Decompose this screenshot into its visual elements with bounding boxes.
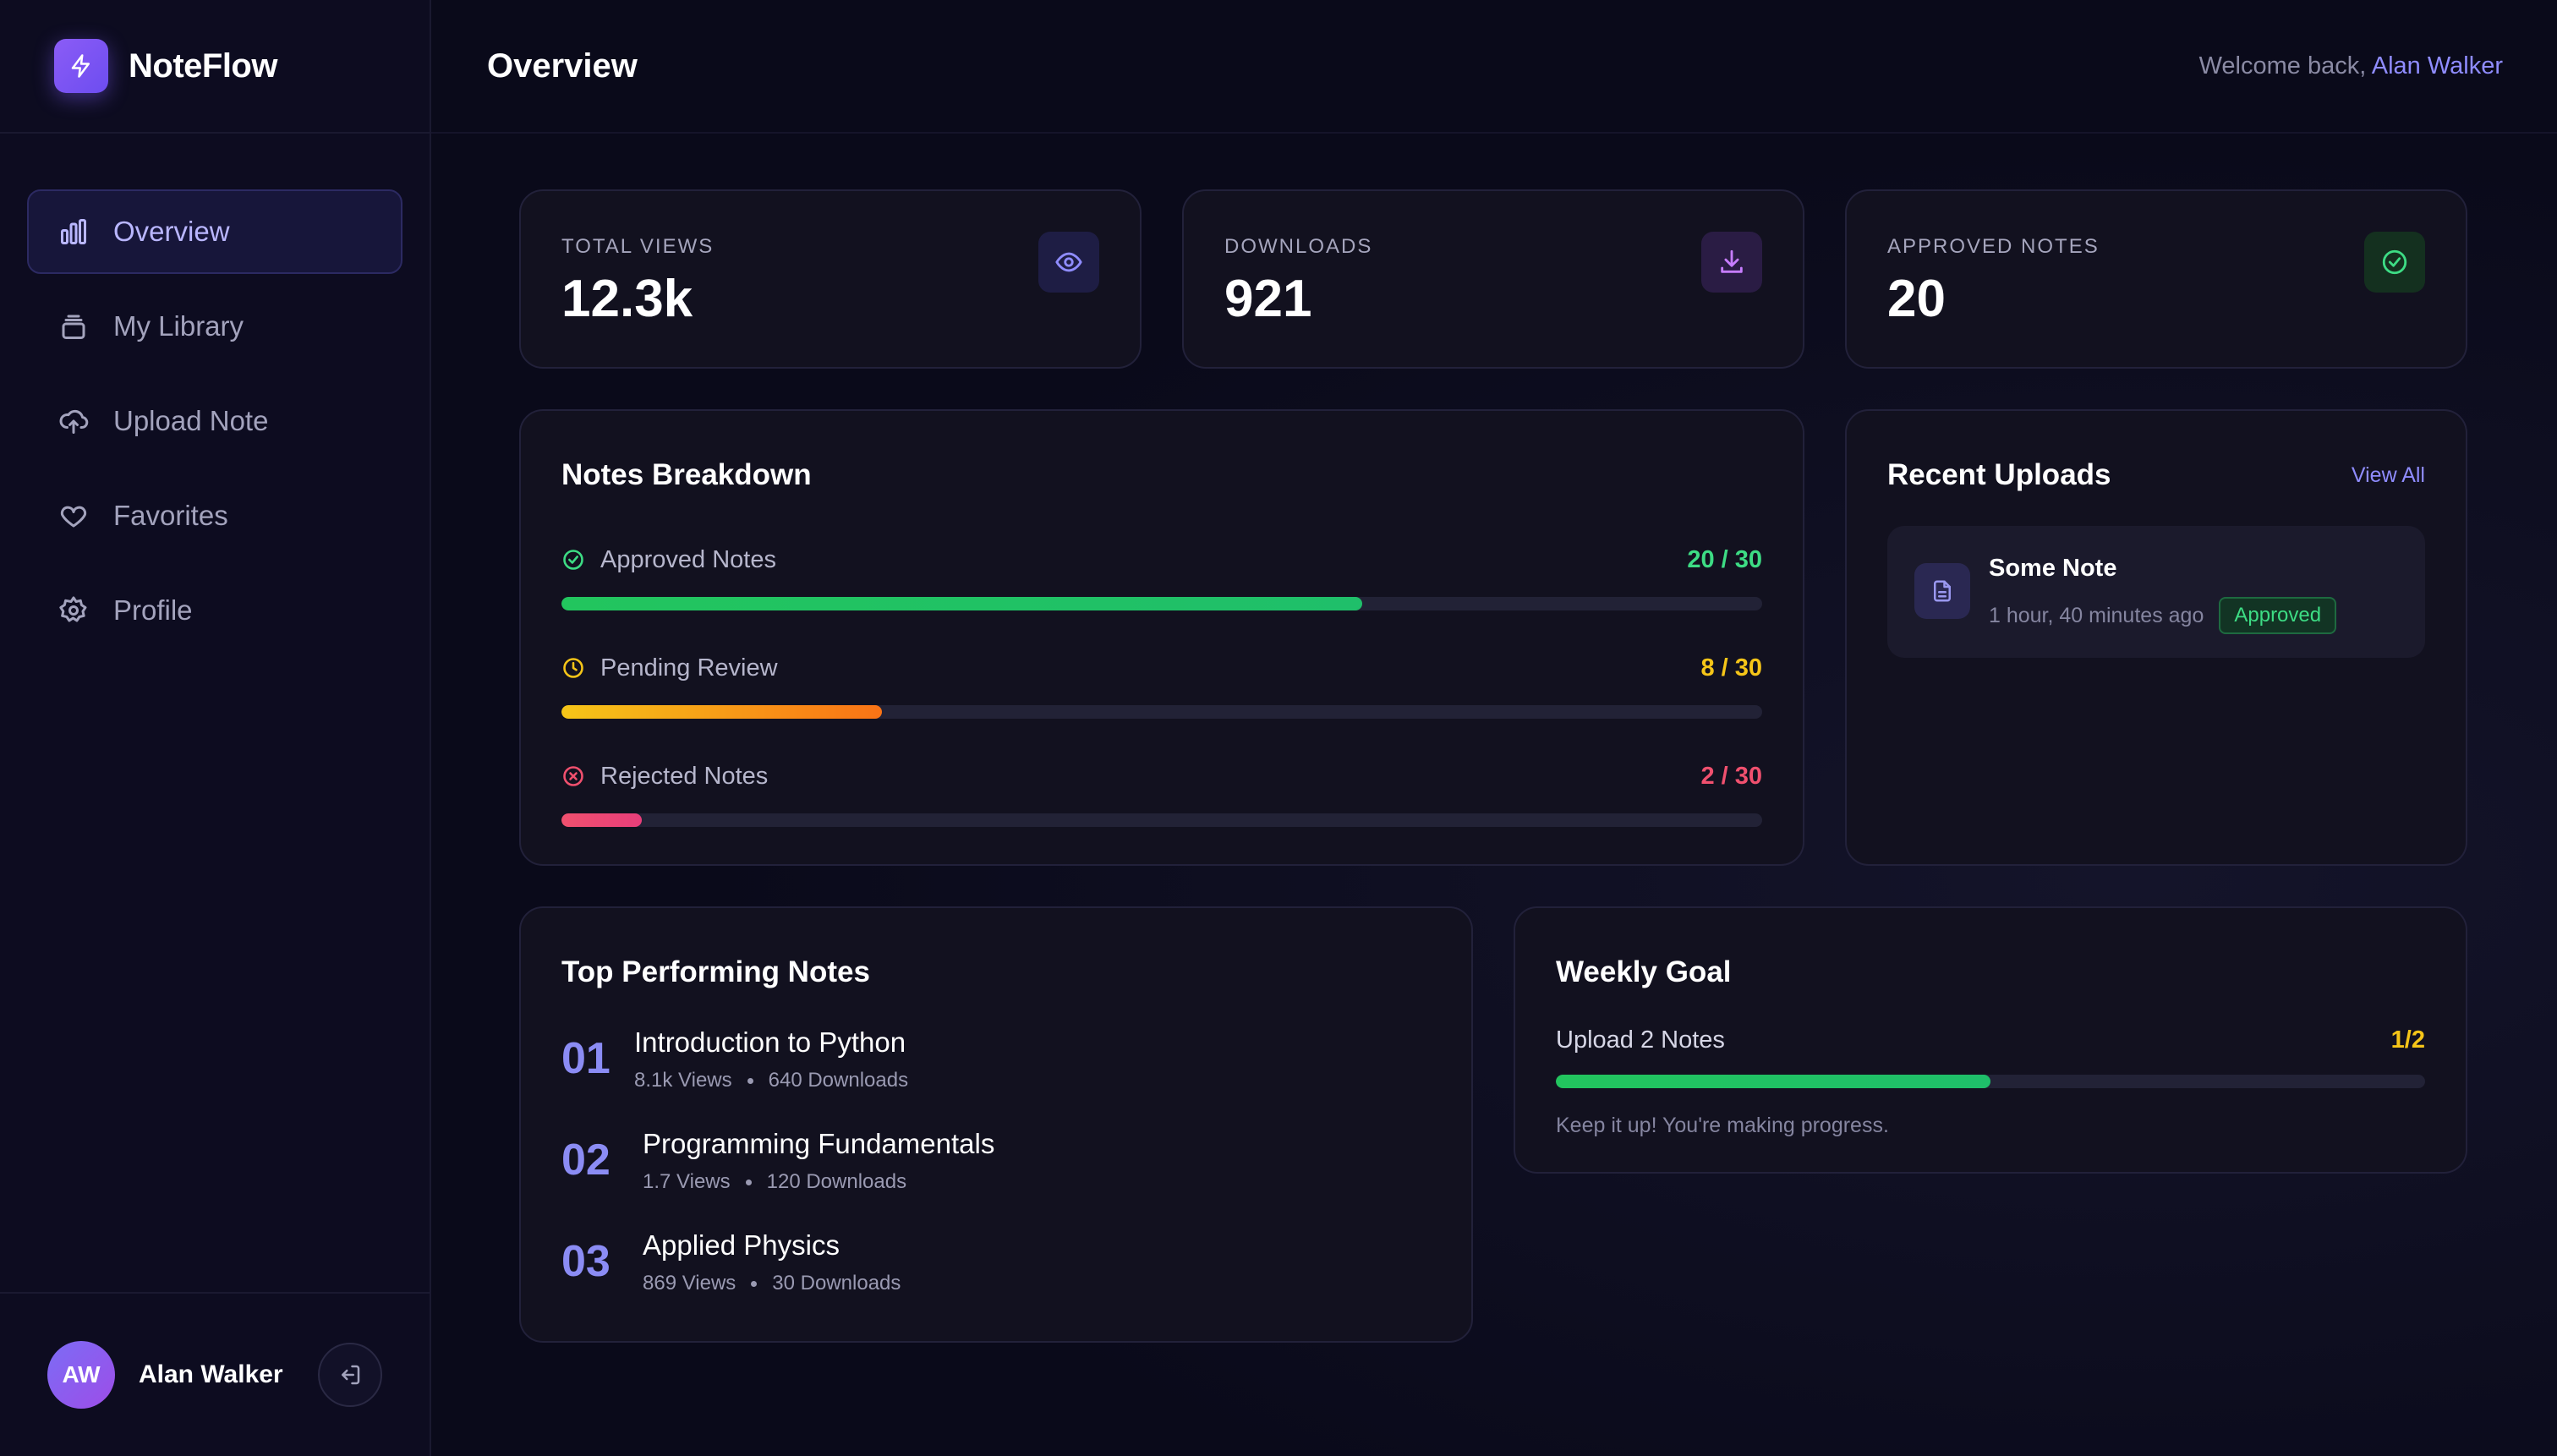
progress-track: [561, 813, 1762, 827]
sidebar-item-label: My Library: [113, 310, 244, 342]
topbar: Overview Welcome back, Alan Walker: [431, 0, 2557, 134]
breakdown-label: Pending Review: [600, 654, 778, 681]
download-icon: [1701, 232, 1762, 293]
sidebar-item-my-library[interactable]: My Library: [27, 284, 402, 369]
notes-breakdown-card: Notes Breakdown Approved Notes 20 / 30: [519, 409, 1804, 866]
cloud-upload-icon: [57, 405, 90, 437]
note-title: Applied Physics: [643, 1229, 840, 1261]
clock-icon: [563, 658, 583, 678]
logout-button[interactable]: [318, 1343, 382, 1407]
top-note-row[interactable]: 03 Applied Physics 869 Views 30 Downloads: [561, 1229, 901, 1295]
top-note-row[interactable]: 01 Introduction to Python 8.1k Views 640 …: [561, 1026, 908, 1092]
x-circle-icon: [563, 766, 583, 786]
breakdown-count: 2 / 30: [1700, 762, 1762, 790]
sidebar-item-label: Favorites: [113, 500, 228, 531]
recent-uploads-card: Recent Uploads View All Some Note 1 hour…: [1845, 409, 2467, 866]
check-circle-icon: [563, 550, 583, 570]
progress-track: [561, 705, 1762, 719]
sidebar-item-profile[interactable]: Profile: [27, 568, 402, 653]
brand-name: NoteFlow: [129, 47, 277, 85]
note-title: Introduction to Python: [634, 1026, 906, 1058]
sidebar-item-overview[interactable]: Overview: [27, 189, 402, 274]
library-icon: [57, 310, 90, 342]
lightning-icon: [54, 39, 108, 93]
goal-note: Keep it up! You're making progress.: [1556, 1114, 1889, 1137]
progress-track: [561, 597, 1762, 610]
stat-card-total-views: TOTAL VIEWS 12.3k: [519, 189, 1142, 369]
upload-title: Some Note: [1989, 555, 2117, 582]
breakdown-label: Rejected Notes: [600, 762, 769, 790]
note-title: Programming Fundamentals: [643, 1128, 995, 1159]
sidebar-item-favorites[interactable]: Favorites: [27, 473, 402, 558]
sidebar-item-label: Overview: [113, 216, 230, 247]
note-downloads: 30 Downloads: [772, 1272, 901, 1295]
note-views: 8.1k Views: [634, 1069, 732, 1092]
card-title: Weekly Goal: [1556, 955, 1732, 988]
recent-upload-item[interactable]: Some Note 1 hour, 40 minutes ago Approve…: [1887, 526, 2425, 658]
avatar[interactable]: AW: [47, 1341, 115, 1409]
bar-chart-icon: [57, 216, 90, 248]
page-title: Overview: [487, 47, 638, 85]
progress-fill: [561, 705, 883, 719]
breakdown-count: 20 / 30: [1687, 545, 1762, 573]
stat-label: TOTAL VIEWS: [561, 235, 715, 258]
upload-time: 1 hour, 40 minutes ago: [1989, 603, 2204, 627]
progress-fill: [561, 597, 1363, 610]
card-title: Recent Uploads: [1887, 458, 2111, 491]
card-title: Top Performing Notes: [561, 955, 870, 988]
stat-card-downloads: DOWNLOADS 921: [1182, 189, 1804, 369]
top-performing-notes-card: Top Performing Notes 01 Introduction to …: [519, 906, 1473, 1343]
weekly-goal-card: Weekly Goal Upload 2 Notes 1/2 Keep it u…: [1514, 906, 2467, 1174]
check-circle-icon: [2364, 232, 2425, 293]
breakdown-label: Approved Notes: [600, 545, 776, 573]
welcome-message: Welcome back, Alan Walker: [2199, 52, 2503, 80]
rank-number: 03: [561, 1237, 611, 1286]
welcome-user-name[interactable]: Alan Walker: [2371, 52, 2503, 79]
stat-card-approved-notes: APPROVED NOTES 20: [1845, 189, 2467, 369]
rank-number: 02: [561, 1136, 611, 1185]
status-badge: Approved: [2219, 597, 2337, 634]
sidebar-item-label: Upload Note: [113, 405, 269, 436]
logout-icon: [342, 1365, 360, 1385]
top-note-row[interactable]: 02 Programming Fundamentals 1.7 Views 120…: [561, 1128, 994, 1194]
stat-value: 20: [1887, 270, 1946, 328]
user-name: Alan Walker: [139, 1360, 283, 1388]
breakdown-row-pending: Pending Review 8 / 30: [561, 651, 1762, 719]
note-downloads: 640 Downloads: [768, 1069, 909, 1092]
sidebar-user: AW Alan Walker: [0, 1292, 430, 1456]
stat-value: 921: [1224, 270, 1312, 328]
main-content: Overview Welcome back, Alan Walker TOTAL…: [431, 0, 2557, 1456]
view-all-link[interactable]: View All: [2351, 463, 2425, 487]
document-icon: [1914, 563, 1970, 619]
stat-label: DOWNLOADS: [1224, 235, 1373, 258]
note-views: 1.7 Views: [643, 1170, 731, 1193]
note-downloads: 120 Downloads: [766, 1170, 907, 1193]
progress-fill: [561, 813, 643, 827]
sidebar-nav: Overview My Library Upload Note Favorite…: [0, 134, 430, 653]
gear-icon: [57, 594, 90, 627]
heart-icon: [57, 500, 90, 532]
rank-number: 01: [561, 1034, 611, 1083]
breakdown-row-rejected: Rejected Notes 2 / 30: [561, 759, 1762, 827]
stat-value: 12.3k: [561, 270, 693, 328]
sidebar-item-label: Profile: [113, 594, 193, 626]
eye-icon: [1038, 232, 1099, 293]
note-views: 869 Views: [643, 1272, 736, 1295]
welcome-prefix: Welcome back,: [2198, 52, 2372, 79]
stat-label: APPROVED NOTES: [1887, 235, 2100, 258]
brand[interactable]: NoteFlow: [0, 0, 430, 134]
sidebar-item-upload-note[interactable]: Upload Note: [27, 379, 402, 463]
card-title: Notes Breakdown: [561, 458, 812, 491]
breakdown-count: 8 / 30: [1700, 654, 1762, 681]
sidebar: NoteFlow Overview My Library Upload Note: [0, 0, 431, 1456]
breakdown-row-approved: Approved Notes 20 / 30: [561, 543, 1762, 610]
progress-track: [1556, 1075, 2425, 1088]
goal-label: Upload 2 Notes: [1556, 1026, 1725, 1054]
progress-fill: [1556, 1075, 1990, 1088]
goal-count: 1/2: [2390, 1026, 2425, 1054]
